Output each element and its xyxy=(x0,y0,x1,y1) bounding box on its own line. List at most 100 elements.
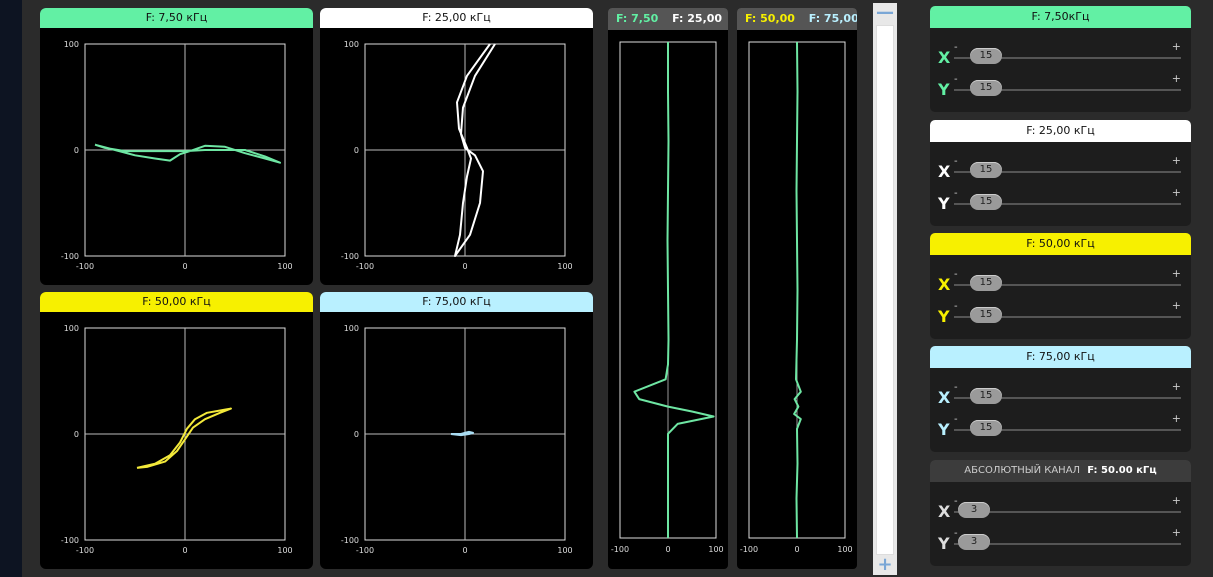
axis-name-y: Y xyxy=(938,534,950,553)
signal-trace xyxy=(94,143,281,164)
slider-row-y: Y - + 3 xyxy=(930,526,1191,558)
slider-knob-y[interactable]: 15 xyxy=(970,194,1002,210)
slider-track[interactable] xyxy=(954,397,1181,399)
slider-knob-y[interactable]: 15 xyxy=(970,420,1002,436)
strip-chart-50-75: F: 50,00 F: 75,00 -100 0 100 xyxy=(737,8,857,569)
slider-track[interactable] xyxy=(954,511,1181,513)
x-tick-label: -100 xyxy=(356,262,374,271)
slider-knob-x[interactable]: 3 xyxy=(958,502,990,518)
vertical-scrollbar[interactable]: — + xyxy=(873,3,897,575)
absolute-channel-title: АБСОЛЮТНЫЙ КАНАЛ xyxy=(964,465,1081,476)
minus-mark[interactable]: - xyxy=(954,414,958,425)
scroll-track[interactable] xyxy=(876,25,894,555)
y-tick-label: -100 xyxy=(61,536,79,545)
axis-name-y: Y xyxy=(938,307,950,326)
plus-mark[interactable]: + xyxy=(1171,40,1181,53)
minus-mark[interactable]: - xyxy=(954,188,958,199)
slider-track[interactable] xyxy=(954,543,1181,545)
slider-knob-x[interactable]: 15 xyxy=(970,162,1002,178)
eddy-current-app: F: 7,50 кГц 100 0 -100 -100 0 100 F: 25,00 кГ… xyxy=(22,0,1213,577)
y-tick-label: -100 xyxy=(61,252,79,261)
plus-mark[interactable]: + xyxy=(1171,412,1181,425)
strip-header: F: 50,00 F: 75,00 xyxy=(737,8,857,30)
lissajous-plot[interactable]: 100 0 -100-100 0 100 xyxy=(320,312,593,569)
strip-header: F: 7,50 F: 25,00 xyxy=(608,8,728,30)
panel-title: F: 75,00 кГц xyxy=(320,292,593,312)
plus-mark[interactable]: + xyxy=(1171,186,1181,199)
signal-trace xyxy=(454,43,496,257)
control-title: F: 25,00 кГц xyxy=(930,120,1191,142)
lissajous-panel-7-5khz: F: 7,50 кГц 100 0 -100 -100 0 100 xyxy=(40,8,313,285)
y-tick-label: 100 xyxy=(344,40,359,49)
slider-row-y: Y - + 15 xyxy=(930,412,1191,444)
slider-knob-y[interactable]: 15 xyxy=(970,80,1002,96)
x-tick-label: 100 xyxy=(557,546,572,555)
lissajous-plot[interactable]: 100 0 -100-100 0 100 xyxy=(40,312,313,569)
minus-mark[interactable]: - xyxy=(954,269,958,280)
strip-tick-label: 100 xyxy=(708,545,723,554)
strip-plot[interactable]: -100 0 100 xyxy=(608,30,728,569)
signal-trace xyxy=(450,430,474,437)
axis-name-x: X xyxy=(938,275,951,294)
slider-row-y: Y - + 15 xyxy=(930,299,1191,331)
scroll-down-button[interactable]: + xyxy=(877,554,893,575)
minus-mark[interactable]: - xyxy=(954,74,958,85)
axis-name-x: X xyxy=(938,502,951,521)
slider-knob-x[interactable]: 15 xyxy=(970,275,1002,291)
slider-knob-y[interactable]: 15 xyxy=(970,307,1002,323)
slider-row-x: X - + 15 xyxy=(930,380,1191,412)
slider-track[interactable] xyxy=(954,57,1181,59)
lissajous-plot[interactable]: 100 0 -100-100 0 100 xyxy=(320,28,593,285)
y-tick-label: 100 xyxy=(344,324,359,333)
slider-knob-x[interactable]: 15 xyxy=(970,388,1002,404)
scroll-up-button[interactable]: — xyxy=(876,2,894,23)
plus-mark[interactable]: + xyxy=(1171,299,1181,312)
strip-signal-trace xyxy=(793,41,802,539)
slider-track[interactable] xyxy=(954,429,1181,431)
x-tick-label: -100 xyxy=(76,262,94,271)
minus-mark[interactable]: - xyxy=(954,301,958,312)
plus-mark[interactable]: + xyxy=(1171,267,1181,280)
slider-row-x: X - + 3 xyxy=(930,494,1191,526)
strip-tick-label: -100 xyxy=(611,545,629,554)
minus-mark[interactable]: - xyxy=(954,156,958,167)
strip-label-a: F: 50,00 xyxy=(745,12,795,25)
plus-mark[interactable]: + xyxy=(1171,154,1181,167)
x-tick-label: 0 xyxy=(182,262,187,271)
y-tick-label: 0 xyxy=(354,146,359,155)
strip-plot[interactable]: -100 0 100 xyxy=(737,30,857,569)
y-tick-label: 0 xyxy=(354,430,359,439)
plus-mark[interactable]: + xyxy=(1171,526,1181,539)
slider-track[interactable] xyxy=(954,89,1181,91)
slider-row-x: X - + 15 xyxy=(930,154,1191,186)
y-tick-label: 100 xyxy=(64,40,79,49)
control-title: F: 7,50кГц xyxy=(930,6,1191,28)
slider-track[interactable] xyxy=(954,284,1181,286)
minus-mark[interactable]: - xyxy=(954,382,958,393)
slider-track[interactable] xyxy=(954,316,1181,318)
slider-knob-x[interactable]: 15 xyxy=(970,48,1002,64)
slider-knob-y[interactable]: 3 xyxy=(958,534,990,550)
minus-mark[interactable]: - xyxy=(954,42,958,53)
axis-name-y: Y xyxy=(938,420,950,439)
lissajous-plot[interactable]: 100 0 -100-100 0 100 xyxy=(40,28,313,285)
plus-mark[interactable]: + xyxy=(1171,72,1181,85)
lissajous-panel-25khz: F: 25,00 кГц 100 0 -100 -100 0 100 xyxy=(320,8,593,285)
y-tick-label: -100 xyxy=(341,536,359,545)
lissajous-panel-50khz: F: 50,00 кГц 100 0 -100 -100 0 100 xyxy=(40,292,313,569)
plus-mark[interactable]: + xyxy=(1171,380,1181,393)
minus-mark[interactable]: - xyxy=(954,496,958,507)
strip-tick-label: 0 xyxy=(794,545,799,554)
absolute-channel-control: АБСОЛЮТНЫЙ КАНАЛ F: 50.00 кГц X - + 3 Y … xyxy=(930,460,1191,566)
x-tick-label: 100 xyxy=(277,262,292,271)
gain-control-50khz: F: 50,00 кГц X - + 15 Y - + 15 xyxy=(930,233,1191,339)
strip-tick-label: 100 xyxy=(837,545,852,554)
panel-title: F: 7,50 кГц xyxy=(40,8,313,28)
plus-mark[interactable]: + xyxy=(1171,494,1181,507)
strip-tick-label: -100 xyxy=(740,545,758,554)
slider-track[interactable] xyxy=(954,203,1181,205)
minus-mark[interactable]: - xyxy=(954,528,958,539)
strip-label-b: F: 75,00 xyxy=(808,12,857,25)
slider-track[interactable] xyxy=(954,171,1181,173)
strip-signal-trace xyxy=(633,42,715,538)
